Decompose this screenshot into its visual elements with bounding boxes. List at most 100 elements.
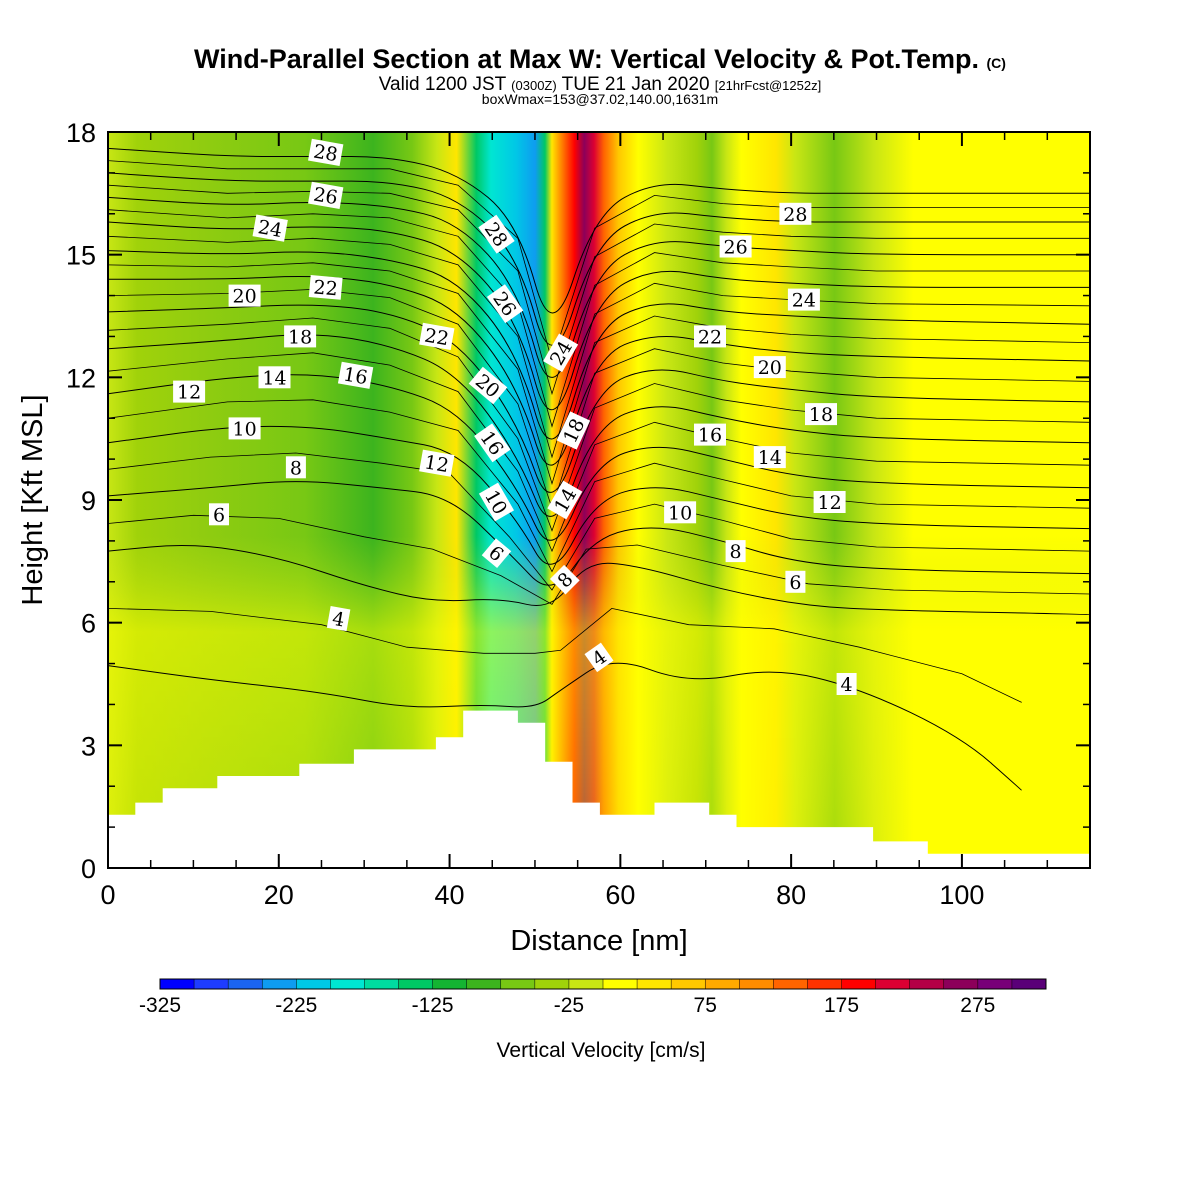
contour-label-text: 22 (423, 324, 451, 350)
contour-label-text: 12 (177, 382, 201, 404)
contour-label: 26 (719, 235, 752, 259)
contour-label-bg (474, 423, 511, 463)
contour-label-text: 18 (288, 326, 312, 348)
theta-contour-10 (108, 425, 1090, 565)
colorbar-tick-label: -225 (275, 994, 317, 1017)
valid-utc: (0300Z) (511, 78, 557, 93)
contour-label-bg (468, 366, 508, 405)
axes: 0 20 40 60 80 100 0 3 6 9 12 15 18 (66, 118, 1090, 910)
colorbar-swatch (398, 979, 433, 989)
valid-date: TUE 21 Jan 2020 (561, 74, 710, 95)
contour-label-bg (228, 284, 261, 307)
contour-label-bg (419, 449, 455, 477)
colorbar-tick-label: 275 (960, 994, 995, 1017)
x-axis-label: Distance [nm] (510, 925, 687, 957)
contour-label: 4 (836, 673, 857, 696)
colorbar-swatch (909, 979, 945, 989)
colorbar-swatch (330, 979, 365, 989)
contour-label: 22 (419, 322, 455, 350)
colorbar-swatch (364, 979, 399, 989)
colorbar-swatch (841, 979, 876, 989)
colorbar-swatch (466, 979, 502, 989)
contour-label-bg (549, 564, 580, 595)
contour-label-text: 26 (724, 237, 748, 259)
contour-label-bg (719, 235, 752, 258)
contour-label-bg (584, 642, 614, 673)
chart-subtitle: Valid 1200 JST (0300Z) TUE 21 Jan 2020 [… (0, 74, 1200, 96)
contour-label-text: 8 (730, 541, 742, 563)
contour-label-text: 12 (818, 492, 842, 514)
contour-label: 20 (228, 284, 261, 308)
contour-label-bg (486, 284, 524, 324)
theta-contour-28 (108, 147, 1090, 314)
contour-label-bg (543, 333, 579, 373)
contour-label: 16 (337, 361, 374, 389)
contour-label: 8 (725, 540, 746, 563)
contour-labels: 28 26 24 22 20 18 16 14 12 10 8 6 4 22 12 28 26 20 16 10 6 24… (173, 138, 857, 696)
contour-label-bg (725, 540, 746, 563)
colorbar-swatch (432, 979, 467, 989)
y-tick-label: 3 (81, 731, 96, 761)
contour-label: 22 (694, 325, 726, 348)
contour-label: 4 (326, 606, 351, 631)
contour-label-text: 8 (290, 457, 302, 479)
contour-label-bg (252, 214, 288, 242)
colorbar-swatch (705, 979, 740, 989)
theta-contour-minor (108, 352, 1090, 553)
contour-label-bg (284, 325, 317, 348)
x-tick-label: 100 (939, 880, 984, 910)
contour-label-bg (694, 325, 726, 348)
colorbar-swatch (739, 979, 774, 989)
contour-label-bg (308, 138, 344, 167)
colorbar-swatch (637, 979, 672, 989)
colorbar-swatch (228, 979, 263, 989)
colorbar-swatch (500, 979, 536, 989)
x-tick-label: 20 (264, 880, 294, 910)
contour-label: 4 (584, 642, 614, 673)
contour-label: 24 (252, 214, 288, 242)
contour-label-text: 20 (758, 357, 782, 379)
contour-label-text: 20 (233, 286, 257, 308)
colorbar-swatch (262, 979, 297, 989)
colorbar-label: Vertical Velocity [cm/s] (497, 1039, 706, 1062)
contour-label-bg (308, 181, 344, 210)
theta-contour-minor (108, 317, 1090, 532)
contour-label-bg (694, 423, 726, 446)
contour-label: 18 (805, 403, 837, 426)
contour-label: 24 (787, 288, 820, 312)
x-tick-label: 0 (100, 880, 115, 910)
colorbar-swatch (194, 979, 229, 989)
colorbar-swatch (534, 979, 570, 989)
contour-label-bg (337, 361, 374, 389)
contour-label-text: 26 (312, 183, 340, 209)
colorbar-tick-label: -125 (412, 994, 454, 1017)
terrain (108, 710, 1090, 868)
contour-label-bg (753, 356, 786, 379)
theta-contour-18 (108, 275, 1090, 466)
colorbar-swatch (296, 979, 331, 989)
colorbar-swatch (807, 979, 842, 989)
contour-label: 10 (228, 417, 261, 440)
contour-label: 18 (284, 325, 317, 348)
contour-label-text: 24 (256, 216, 284, 242)
colorbar-tick-label: -325 (139, 994, 181, 1017)
contour-label-text: 24 (792, 290, 816, 312)
colorbar: -325 -225 -125 -25 75 175 275 (139, 978, 1047, 1017)
contour-label-text: 14 (262, 367, 286, 389)
contour-label: 28 (779, 202, 812, 226)
x-tick-label: 80 (776, 880, 806, 910)
contour-label-text: 10 (668, 502, 692, 524)
x-tick-label: 60 (605, 880, 635, 910)
y-tick-label: 9 (81, 486, 96, 516)
contour-label-bg (478, 214, 515, 254)
colorbar-swatch (773, 979, 808, 989)
contour-label-bg (285, 456, 306, 479)
contour-label: 8 (285, 456, 306, 479)
colorbar-swatch (977, 979, 1013, 989)
contour-label: 16 (694, 423, 726, 447)
contour-label-text: 10 (233, 418, 257, 440)
box-info: boxWmax=153@37.02,140.00,1631m (481, 91, 719, 107)
y-tick-label: 12 (66, 363, 96, 393)
colorbar-swatch (875, 979, 910, 989)
